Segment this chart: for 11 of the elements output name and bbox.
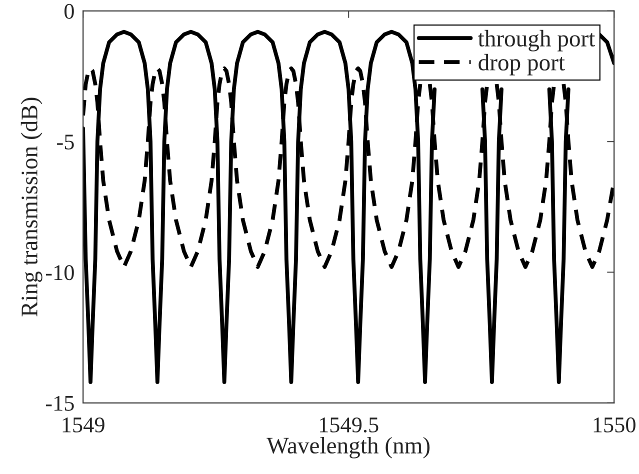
y-tick-label: -5 (57, 134, 74, 150)
y-tick-label: -15 (46, 396, 74, 411)
x-axis-title: Wavelength (nm) (266, 436, 430, 458)
x-tick-label: 1550 (594, 417, 636, 432)
y-axis-title: Ring transmission (dB) (20, 98, 42, 316)
y-tick-label: -10 (46, 265, 74, 280)
y-tick-label: 0 (64, 4, 74, 19)
legend-label: through port (478, 30, 596, 52)
x-tick-label: 1549.5 (320, 417, 378, 433)
legend-label: drop port (478, 54, 565, 76)
x-tick-label: 1549 (62, 417, 104, 432)
